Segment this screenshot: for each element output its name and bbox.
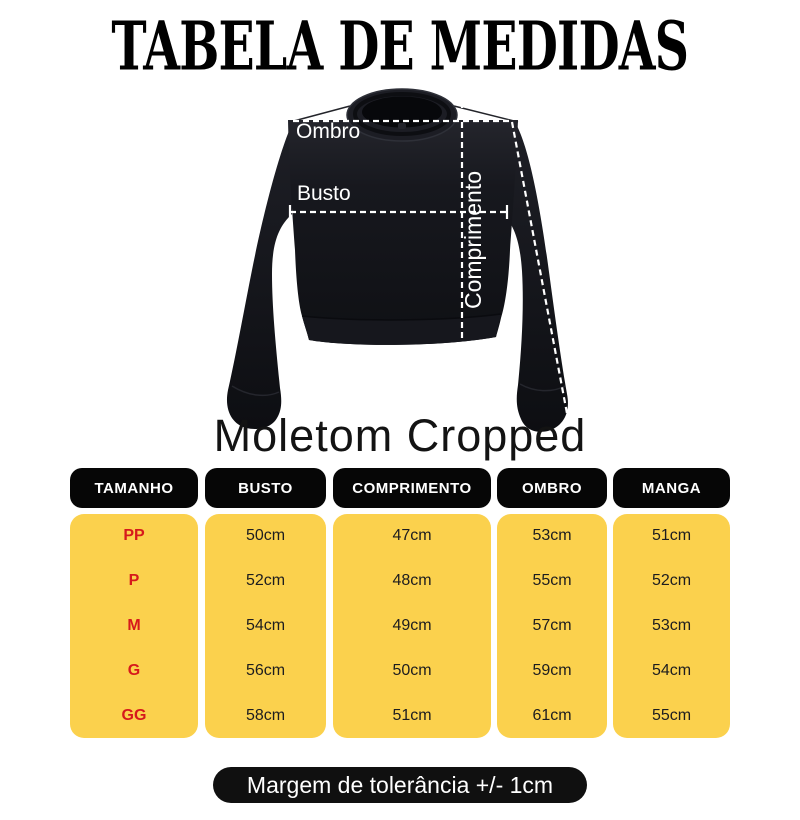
sweatshirt-diagram: Ombro Busto Comprimento Manga — [226, 88, 577, 432]
cell-comprimento-pp: 47cm — [392, 527, 432, 545]
cell-comprimento-m: 49cm — [392, 616, 432, 634]
table-column-comprimento: COMPRIMENTO 47cm 48cm 49cm 50cm 51cm — [333, 468, 491, 738]
hem-band — [302, 314, 501, 345]
collar-rib — [353, 92, 451, 136]
table-column-busto: BUSTO 50cm 52cm 54cm 56cm 58cm — [205, 468, 326, 738]
table-column-tamanho: TAMANHO PP P M G GG — [70, 468, 198, 738]
column-body-busto: 50cm 52cm 54cm 56cm 58cm — [205, 514, 326, 738]
cell-size-gg: GG — [121, 706, 147, 724]
cell-size-pp: PP — [123, 527, 145, 545]
cell-comprimento-g: 50cm — [392, 661, 432, 679]
column-header-busto: BUSTO — [205, 468, 326, 508]
hem-seam — [301, 313, 502, 321]
product-name: Moletom Cropped — [213, 410, 587, 461]
cell-busto-m: 54cm — [245, 616, 286, 634]
column-body-ombro: 53cm 55cm 57cm 59cm 61cm — [497, 514, 607, 738]
neck-tag — [398, 123, 406, 129]
cell-size-g: G — [127, 661, 141, 679]
cell-manga-m: 53cm — [651, 616, 692, 634]
cell-ombro-m: 57cm — [532, 616, 572, 634]
cell-comprimento-p: 48cm — [392, 572, 432, 590]
collar-opening — [362, 96, 442, 128]
ombro-label: Ombro — [296, 120, 360, 143]
comprimento-label: Comprimento — [460, 171, 486, 309]
cell-busto-gg: 58cm — [245, 706, 286, 724]
right-sleeve — [504, 124, 568, 432]
size-table: TAMANHO PP P M G GG BUSTO 50cm 52cm 54cm… — [70, 468, 730, 738]
cell-manga-g: 54cm — [651, 661, 692, 679]
column-header-ombro: OMBRO — [497, 468, 607, 508]
cell-manga-gg: 55cm — [651, 706, 692, 724]
cell-ombro-pp: 53cm — [532, 527, 572, 545]
garment-body — [288, 120, 518, 345]
column-header-manga: MANGA — [613, 468, 730, 508]
left-cuff-seam — [231, 385, 280, 397]
shoulder-seams — [289, 105, 519, 123]
manga-tick-end — [561, 421, 577, 427]
page-title-text: TABELA DE MEDIDAS — [111, 7, 690, 87]
column-body-manga: 51cm 52cm 53cm 54cm 55cm — [613, 514, 730, 738]
cell-busto-p: 52cm — [245, 572, 286, 590]
cell-manga-p: 52cm — [651, 572, 692, 590]
busto-label: Busto — [297, 182, 351, 205]
column-body-tamanho: PP P M G GG — [70, 514, 198, 738]
cell-busto-g: 56cm — [245, 661, 286, 679]
cell-size-m: M — [127, 616, 141, 634]
table-column-manga: MANGA 51cm 52cm 53cm 54cm 55cm — [613, 468, 730, 738]
column-header-comprimento: COMPRIMENTO — [333, 468, 491, 508]
page-title: TABELA DE MEDIDAS — [0, 7, 800, 87]
cell-manga-pp: 51cm — [651, 527, 692, 545]
cell-comprimento-gg: 51cm — [392, 706, 432, 724]
cell-size-p: P — [128, 572, 140, 590]
cell-ombro-p: 55cm — [532, 572, 572, 590]
table-column-ombro: OMBRO 53cm 55cm 57cm 59cm 61cm — [497, 468, 607, 738]
tolerance-note: Margem de tolerância +/- 1cm — [213, 767, 587, 803]
cell-ombro-g: 59cm — [532, 661, 572, 679]
cell-busto-pp: 50cm — [245, 527, 286, 545]
manga-line — [510, 121, 571, 425]
column-header-tamanho: TAMANHO — [70, 468, 198, 508]
column-body-comprimento: 47cm 48cm 49cm 50cm 51cm — [333, 514, 491, 738]
cell-ombro-gg: 61cm — [532, 706, 572, 724]
left-sleeve — [226, 124, 292, 429]
